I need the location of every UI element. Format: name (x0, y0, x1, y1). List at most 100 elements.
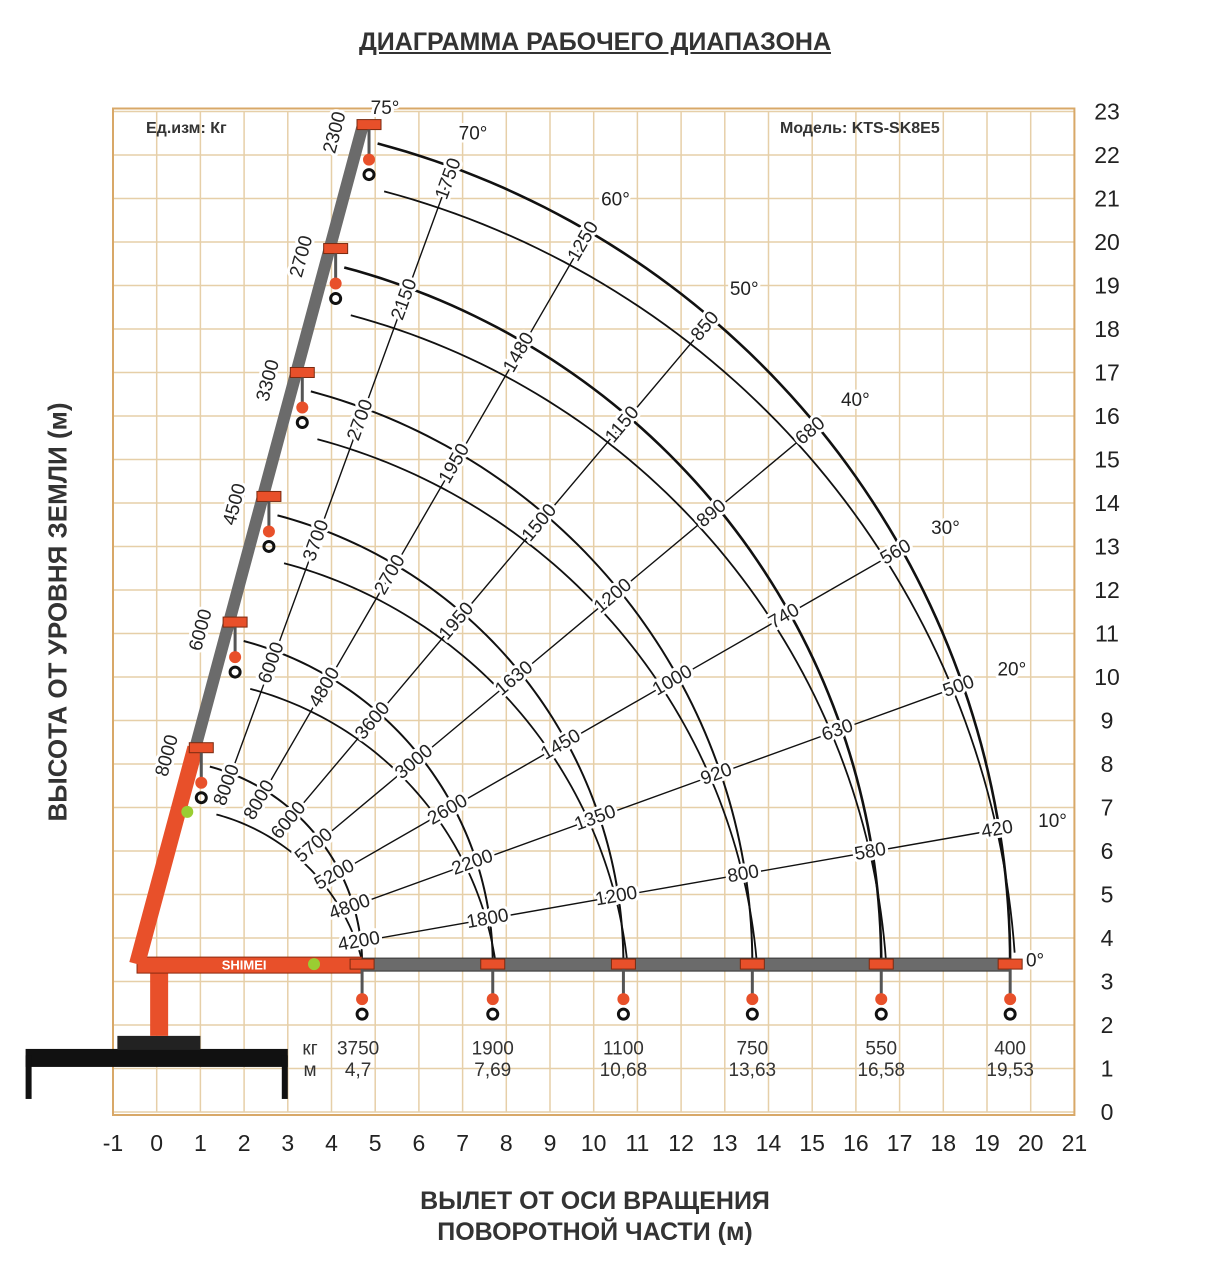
hook-icon (745, 1007, 759, 1021)
hook-icon (874, 1007, 888, 1021)
load-label: 500 (940, 671, 977, 702)
hook-0deg (480, 958, 506, 1021)
hook-0deg (739, 958, 765, 1021)
boom-head (610, 958, 636, 970)
outrigger-leg-left (25, 1055, 32, 1099)
x-tick-label: 16 (843, 1130, 869, 1156)
angle-label: 70° (459, 123, 488, 144)
hook-0deg (349, 958, 375, 1021)
load-label: 580 (853, 839, 888, 865)
load-label: 800 (726, 861, 761, 887)
hook-block (262, 525, 275, 538)
hook-path-arc (350, 314, 887, 962)
x-tick-label: 15 (799, 1130, 825, 1156)
table-header-m: м (303, 1060, 316, 1081)
hook-75deg (188, 742, 214, 805)
x-tick-label: 6 (413, 1130, 426, 1156)
marker-dot (181, 805, 194, 818)
hook-icon (329, 292, 343, 306)
angle-line-20 (349, 685, 959, 908)
x-axis-label-line-1: ВЫЛЕТ ОТ ОСИ ВРАЩЕНИЯ (420, 1187, 770, 1215)
hook-icon (486, 1007, 500, 1021)
angle-label-75: 75° (371, 98, 400, 119)
x-tick-label: 3 (281, 1130, 294, 1156)
table-load-kg: 1100 (603, 1038, 644, 1059)
table-load-kg: 400 (994, 1038, 1026, 1059)
hook-0deg (610, 958, 636, 1021)
load-label: 4800 (326, 890, 373, 924)
table-reach-m: 16,58 (857, 1060, 905, 1081)
table-load-kg: 3750 (337, 1038, 379, 1059)
x-tick-label: 4 (325, 1130, 338, 1156)
hook-75deg (222, 616, 248, 679)
plot-frame (112, 107, 1076, 1116)
y-tick-label: 13 (1094, 534, 1120, 560)
x-tick-label: 18 (931, 1130, 957, 1156)
hook-75deg (289, 366, 315, 429)
load-label: 1800 (465, 905, 510, 933)
angle-line-70 (226, 178, 450, 786)
x-tick-label: 17 (887, 1130, 913, 1156)
hook-0deg (997, 958, 1023, 1021)
boom-head (868, 958, 894, 970)
hook-icon (228, 665, 242, 679)
y-tick-label: 3 (1101, 969, 1114, 995)
y-tick-label: 14 (1094, 490, 1120, 516)
y-tick-label: 16 (1094, 403, 1120, 429)
boom-tip-arc (377, 142, 1012, 965)
hook-75deg (323, 243, 349, 306)
angle-label: 20° (997, 660, 1026, 681)
boom-tip-arc (209, 765, 364, 965)
hook-block (329, 277, 342, 290)
hook-block (875, 993, 888, 1006)
angle-line-30 (334, 551, 897, 876)
load-label: 1200 (594, 882, 639, 910)
angle-line-40 (313, 430, 811, 847)
table-load-kg: 550 (865, 1038, 897, 1059)
hook-icon (262, 539, 276, 553)
crane-drawing (25, 119, 1023, 1099)
load-label: 3000 (391, 740, 437, 783)
outrigger-beam (25, 1048, 288, 1067)
boom-75-load-label: 3300 (253, 357, 284, 403)
x-tick-label: 19 (974, 1130, 1000, 1156)
hook-block (296, 401, 309, 414)
telescopic-boom-angled (189, 123, 369, 750)
hook-path-arc (317, 438, 758, 961)
table-reach-m: 10,68 (600, 1060, 648, 1081)
table-header-kg: кг (302, 1038, 317, 1059)
boom-head (356, 119, 382, 131)
x-tick-label: 21 (1062, 1130, 1088, 1156)
hook-icon (616, 1007, 630, 1021)
x-tick-label: 13 (712, 1130, 738, 1156)
table-reach-m: 4,7 (345, 1060, 371, 1081)
hook-block (617, 993, 630, 1006)
load-label: 1950 (435, 440, 474, 487)
main-boom-angled (129, 745, 204, 967)
angle-label: 40° (841, 390, 870, 411)
hook-path-arc (283, 562, 629, 964)
y-tick-label: 15 (1094, 447, 1120, 473)
y-tick-label: 8 (1101, 751, 1114, 777)
x-tick-label: 8 (500, 1130, 513, 1156)
angle-label: 60° (601, 189, 630, 210)
hook-icon (194, 791, 208, 805)
boom-head (739, 958, 765, 970)
hook-icon (1003, 1007, 1017, 1021)
y-tick-label: 22 (1094, 142, 1120, 168)
x-tick-label: 12 (668, 1130, 694, 1156)
boom-75-load-label: 4500 (219, 481, 250, 527)
table-reach-m: 13,63 (729, 1060, 777, 1081)
y-tick-label: 1 (1101, 1056, 1114, 1082)
y-tick-label: 20 (1094, 229, 1120, 255)
y-tick-label: 10 (1094, 664, 1120, 690)
x-tick-label: 1 (194, 1130, 207, 1156)
boom-head (349, 958, 375, 970)
x-tick-label: 0 (150, 1130, 163, 1156)
load-label: 420 (980, 817, 1015, 843)
boom-head (997, 958, 1023, 970)
x-tick-label: -1 (103, 1130, 123, 1156)
y-tick-label: 19 (1094, 273, 1120, 299)
y-tick-label: 2 (1101, 1012, 1114, 1038)
